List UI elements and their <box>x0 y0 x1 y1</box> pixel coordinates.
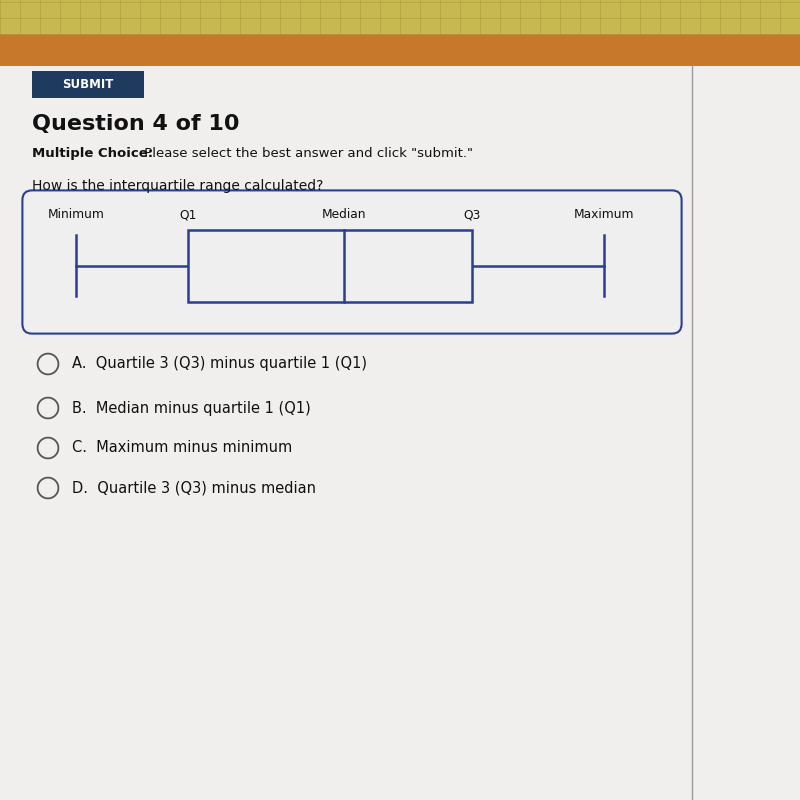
Text: Multiple Choice:: Multiple Choice: <box>32 147 153 160</box>
FancyBboxPatch shape <box>0 34 800 66</box>
Text: A.  Quartile 3 (Q3) minus quartile 1 (Q1): A. Quartile 3 (Q3) minus quartile 1 (Q1) <box>72 357 367 371</box>
Text: SUBMIT: SUBMIT <box>62 78 114 91</box>
Text: C.  Maximum minus minimum: C. Maximum minus minimum <box>72 441 292 455</box>
Text: Median: Median <box>322 208 366 221</box>
FancyBboxPatch shape <box>0 66 800 800</box>
FancyBboxPatch shape <box>0 0 800 34</box>
FancyBboxPatch shape <box>22 190 682 334</box>
Text: Minimum: Minimum <box>47 208 105 221</box>
Text: Q1: Q1 <box>179 208 197 221</box>
Text: How is the interquartile range calculated?: How is the interquartile range calculate… <box>32 178 323 193</box>
FancyBboxPatch shape <box>32 71 144 98</box>
Text: Maximum: Maximum <box>574 208 634 221</box>
FancyBboxPatch shape <box>188 230 472 302</box>
Text: Question 4 of 10: Question 4 of 10 <box>32 114 239 134</box>
Text: Please select the best answer and click "submit.": Please select the best answer and click … <box>140 147 473 160</box>
Text: D.  Quartile 3 (Q3) minus median: D. Quartile 3 (Q3) minus median <box>72 481 316 495</box>
Text: Q3: Q3 <box>463 208 481 221</box>
Text: B.  Median minus quartile 1 (Q1): B. Median minus quartile 1 (Q1) <box>72 401 310 415</box>
